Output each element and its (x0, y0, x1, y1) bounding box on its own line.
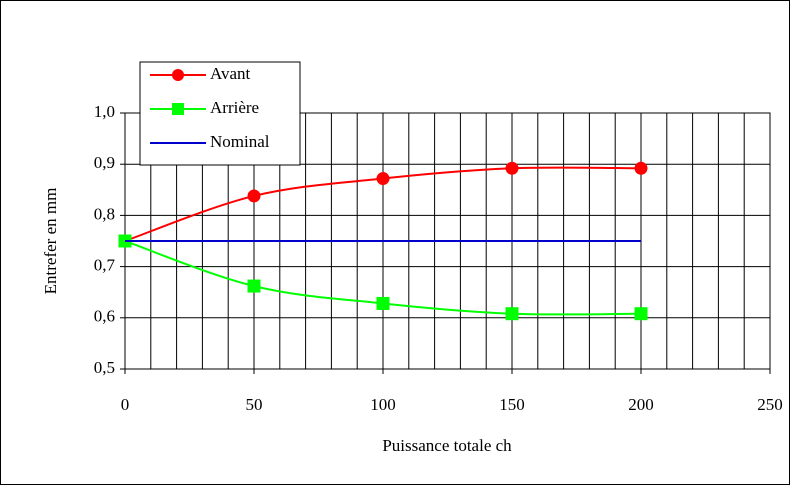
x-tick-label: 50 (246, 395, 263, 414)
x-tick-label: 250 (757, 395, 783, 414)
legend-label: Avant (210, 64, 251, 83)
x-axis-label: Puissance totale ch (382, 436, 512, 455)
legend-label: Nominal (210, 132, 270, 151)
marker (376, 172, 390, 186)
marker (247, 279, 261, 293)
marker (505, 161, 519, 175)
legend-label: Arrière (210, 98, 259, 117)
y-tick-label: 0,8 (94, 204, 115, 223)
marker (505, 307, 519, 321)
x-tick-label: 100 (370, 395, 396, 414)
x-tick-label: 200 (628, 395, 654, 414)
y-tick-label: 0,5 (94, 358, 115, 377)
legend: Avant Arrière Nominal (139, 61, 301, 166)
marker (247, 189, 261, 203)
y-tick-label: 0,7 (94, 256, 116, 275)
legend-marker (172, 103, 184, 115)
marker (376, 296, 390, 310)
marker (634, 307, 648, 321)
x-tick-label: 150 (499, 395, 525, 414)
y-tick-label: 0,9 (94, 153, 115, 172)
legend-box (139, 61, 301, 166)
y-axis-label: Entrefer en mm (41, 188, 60, 295)
y-tick-label: 1,0 (94, 102, 115, 121)
x-tick-label: 0 (121, 395, 130, 414)
y-tick-label: 0,6 (94, 307, 115, 326)
marker (634, 161, 648, 175)
legend-marker (172, 69, 184, 81)
